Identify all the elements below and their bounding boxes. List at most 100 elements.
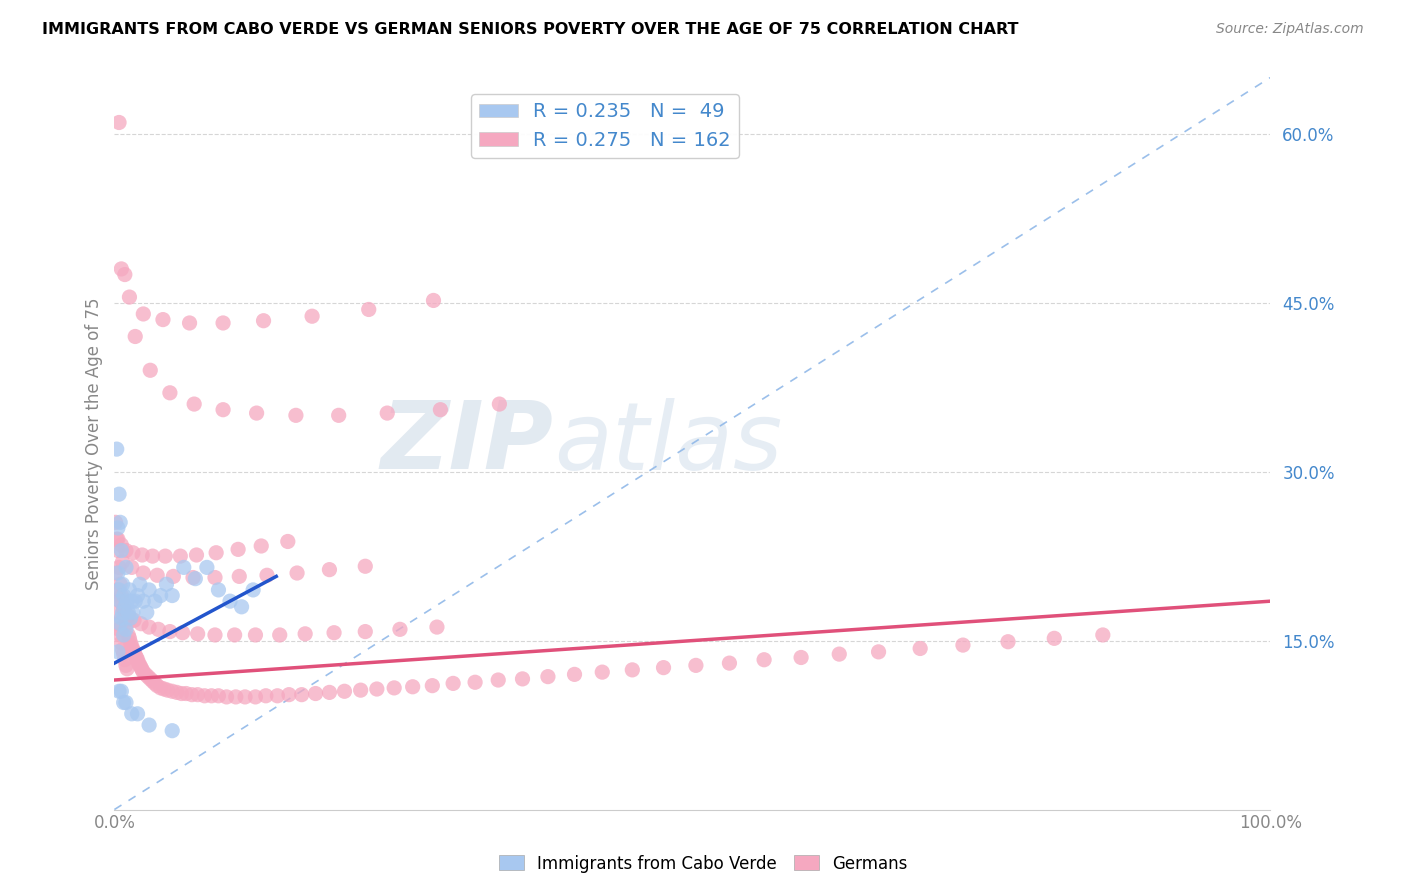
Point xyxy=(129,660,152,674)
Point xyxy=(135,667,157,681)
Point xyxy=(908,641,931,656)
Point xyxy=(245,628,267,642)
Point xyxy=(205,546,228,560)
Point xyxy=(828,647,851,661)
Point xyxy=(952,638,974,652)
Point xyxy=(366,681,388,696)
Point xyxy=(112,647,135,661)
Point xyxy=(200,689,222,703)
Point xyxy=(278,688,301,702)
Point xyxy=(422,293,444,308)
Point xyxy=(111,642,134,657)
Point xyxy=(122,546,145,560)
Point xyxy=(195,560,218,574)
Point xyxy=(139,672,162,686)
Point xyxy=(110,636,132,650)
Point xyxy=(108,577,131,591)
Point xyxy=(108,594,131,608)
Point xyxy=(115,696,138,710)
Point xyxy=(207,689,229,703)
Point xyxy=(169,549,191,563)
Point xyxy=(107,616,129,631)
Point xyxy=(148,623,170,637)
Point xyxy=(591,665,613,680)
Point xyxy=(219,594,242,608)
Point xyxy=(104,516,127,530)
Point xyxy=(181,570,204,584)
Point xyxy=(120,636,142,650)
Point xyxy=(107,582,129,597)
Point xyxy=(127,589,149,603)
Point xyxy=(131,548,153,562)
Point xyxy=(105,533,128,547)
Point xyxy=(120,611,142,625)
Point xyxy=(108,560,131,574)
Point xyxy=(149,681,172,695)
Point xyxy=(174,686,197,700)
Point xyxy=(110,611,132,625)
Point xyxy=(179,316,201,330)
Point xyxy=(115,560,138,574)
Point xyxy=(172,625,194,640)
Point xyxy=(127,653,149,667)
Point xyxy=(375,406,398,420)
Point xyxy=(685,658,707,673)
Point xyxy=(122,645,145,659)
Point xyxy=(256,568,278,582)
Point xyxy=(204,570,226,584)
Text: Source: ZipAtlas.com: Source: ZipAtlas.com xyxy=(1216,22,1364,37)
Text: ZIP: ZIP xyxy=(381,398,554,490)
Point xyxy=(115,662,138,676)
Point xyxy=(146,568,169,582)
Point xyxy=(110,538,132,552)
Point xyxy=(115,613,138,627)
Point xyxy=(245,690,267,704)
Point xyxy=(132,594,155,608)
Point xyxy=(108,684,131,698)
Point xyxy=(110,261,132,276)
Point xyxy=(250,539,273,553)
Point xyxy=(652,660,675,674)
Point xyxy=(382,681,405,695)
Point xyxy=(108,516,131,530)
Point xyxy=(166,685,188,699)
Point xyxy=(153,681,176,696)
Point xyxy=(112,589,135,603)
Point xyxy=(112,602,135,616)
Point xyxy=(160,684,183,698)
Point xyxy=(159,385,181,400)
Point xyxy=(108,628,131,642)
Point xyxy=(752,653,775,667)
Point xyxy=(512,672,534,686)
Point xyxy=(114,599,136,614)
Point xyxy=(354,559,377,574)
Point xyxy=(128,658,150,673)
Point xyxy=(122,606,145,620)
Point xyxy=(108,623,131,637)
Point xyxy=(464,675,486,690)
Point xyxy=(105,606,128,620)
Legend: Immigrants from Cabo Verde, Germans: Immigrants from Cabo Verde, Germans xyxy=(492,848,914,880)
Point xyxy=(162,569,184,583)
Point xyxy=(277,534,299,549)
Point xyxy=(128,577,150,591)
Point xyxy=(129,616,152,631)
Point xyxy=(139,363,162,377)
Point xyxy=(160,589,183,603)
Point xyxy=(997,634,1019,648)
Point xyxy=(152,312,174,326)
Point xyxy=(132,566,155,580)
Point xyxy=(112,602,135,616)
Point xyxy=(136,670,159,684)
Point xyxy=(1091,628,1114,642)
Point xyxy=(114,268,136,282)
Point xyxy=(284,409,307,423)
Point xyxy=(117,628,139,642)
Point xyxy=(111,606,134,620)
Point xyxy=(121,594,143,608)
Point xyxy=(111,594,134,608)
Point xyxy=(323,625,346,640)
Point xyxy=(155,577,177,591)
Point xyxy=(304,686,326,700)
Text: IMMIGRANTS FROM CABO VERDE VS GERMAN SENIORS POVERTY OVER THE AGE OF 75 CORRELAT: IMMIGRANTS FROM CABO VERDE VS GERMAN SEN… xyxy=(42,22,1019,37)
